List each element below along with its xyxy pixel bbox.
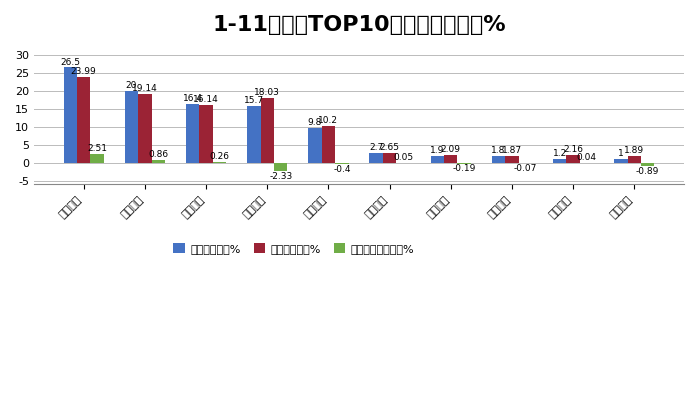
Text: 18.03: 18.03 [254,88,280,97]
Text: 1.9: 1.9 [430,146,445,155]
Bar [261,98,274,163]
Title: 1-11月重卡TOP10份额及同比增减%: 1-11月重卡TOP10份额及同比增减% [212,15,506,35]
Text: 15.7: 15.7 [244,96,264,105]
Bar [383,153,396,163]
Bar [641,163,654,166]
Text: 16.14: 16.14 [193,95,219,104]
Text: 1.8: 1.8 [491,147,505,156]
Text: 1.2: 1.2 [552,149,567,158]
Legend: 累计市场份额%, 同期累计份额%, 市场份额同比增减%: 累计市场份额%, 同期累计份额%, 市场份额同比增减% [169,239,419,258]
Text: 2.51: 2.51 [87,144,107,153]
Bar [274,163,287,171]
Text: 2.09: 2.09 [441,145,461,154]
Bar [124,91,138,163]
Text: 1.87: 1.87 [502,146,522,155]
Bar [138,94,152,163]
Text: 0.04: 0.04 [577,153,596,162]
Text: 23.99: 23.99 [71,66,96,75]
Text: 0.26: 0.26 [210,152,229,161]
Bar [77,77,90,163]
Text: 1: 1 [618,149,624,158]
Bar [186,104,199,163]
Bar [491,156,505,163]
Text: -0.07: -0.07 [514,164,537,173]
Bar [322,126,335,163]
Text: 0.05: 0.05 [393,153,413,162]
Bar [444,155,457,163]
Text: 2.16: 2.16 [563,145,583,154]
Text: 19.14: 19.14 [132,84,158,93]
Text: 2.65: 2.65 [380,143,400,152]
Text: 2.7: 2.7 [369,143,383,152]
Text: -0.19: -0.19 [452,164,476,173]
Bar [431,156,444,163]
Bar [614,159,628,163]
Bar [553,158,566,163]
Bar [628,156,641,163]
Bar [369,153,383,163]
Text: 16.4: 16.4 [182,94,203,103]
Text: -0.4: -0.4 [333,165,351,174]
Bar [308,128,322,163]
Bar [566,155,580,163]
Bar [335,163,349,164]
Text: 9.8: 9.8 [308,118,322,127]
Bar [505,156,519,163]
Bar [247,107,261,163]
Text: 26.5: 26.5 [60,57,80,66]
Text: 20: 20 [126,81,137,90]
Text: -0.89: -0.89 [636,167,659,176]
Bar [152,160,165,163]
Text: 10.2: 10.2 [319,116,338,125]
Text: 1.89: 1.89 [624,146,644,155]
Text: -2.33: -2.33 [269,172,292,181]
Bar [212,162,226,163]
Bar [64,68,77,163]
Bar [90,154,104,163]
Text: 0.86: 0.86 [148,150,168,159]
Bar [199,105,212,163]
